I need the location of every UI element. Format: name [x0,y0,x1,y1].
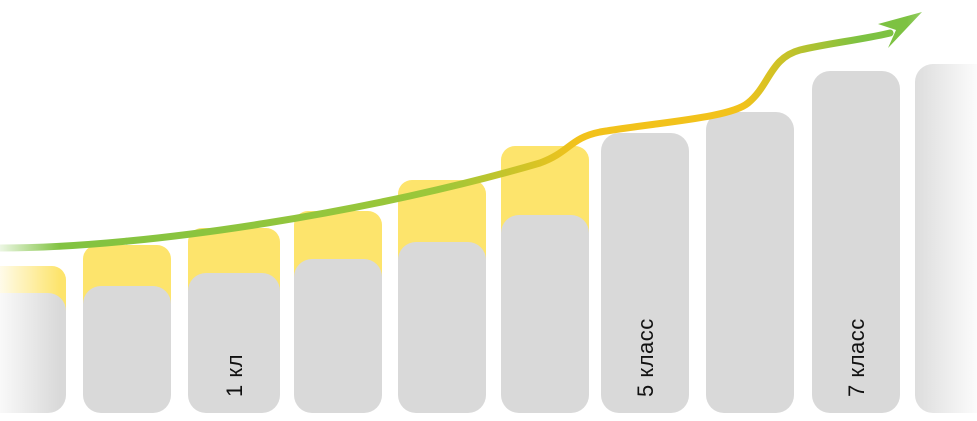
bar-gray [601,132,689,413]
bar-gray [83,286,171,413]
bar-gray [812,71,900,413]
growth-arrow-head [878,12,922,48]
bar-gray [398,242,486,413]
growth-arrow-line [0,29,894,252]
bar-gray [294,259,382,413]
bar-gray [706,112,794,413]
bar-gray [188,272,280,413]
bar-gray [501,214,589,413]
